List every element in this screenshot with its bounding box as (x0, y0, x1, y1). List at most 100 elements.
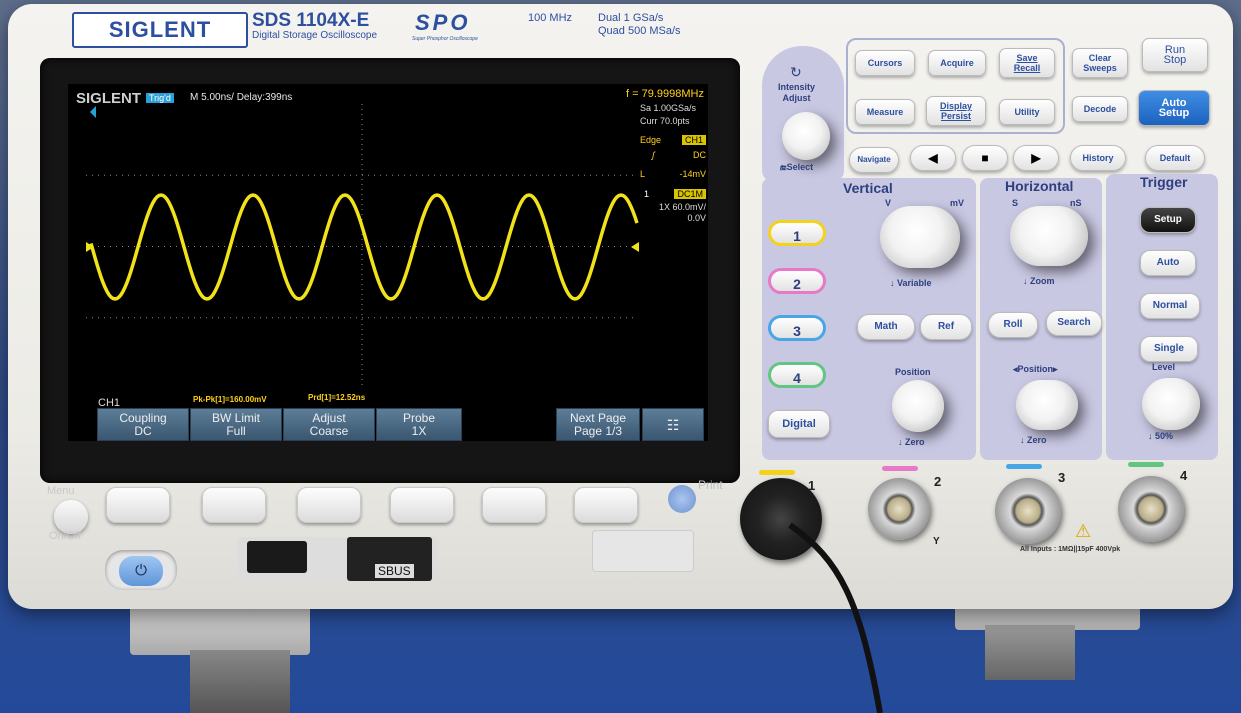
ch4-bnc-connector[interactable] (1118, 476, 1184, 542)
select-label: 🔚︎Select (780, 162, 814, 172)
level-label: L (640, 169, 646, 179)
volts-div-knob[interactable] (880, 206, 960, 268)
history-button[interactable]: History (1070, 145, 1126, 171)
menu-coupling-value: DC (134, 424, 152, 438)
nav-back-button[interactable]: ◀ (910, 145, 956, 171)
nav-stop-button[interactable]: ■ (962, 145, 1008, 171)
menu-bw-limit-title: BW Limit (212, 411, 260, 425)
left-foot-base (190, 650, 290, 713)
cal-terminal (592, 530, 694, 572)
trigger-level-knob[interactable] (1142, 378, 1200, 430)
ref-button[interactable]: Ref (920, 314, 972, 340)
right-arrow-icon: ▶ (1031, 151, 1041, 165)
channel-1-button[interactable]: 1 (768, 220, 826, 246)
menu-on-off-button[interactable] (54, 500, 88, 534)
power-button[interactable]: ⏻ (119, 556, 163, 586)
input-rating-note: All Inputs : 1MΩ||15pF 400Vpk (1020, 546, 1121, 553)
softkey-1[interactable] (106, 487, 170, 523)
math-button[interactable]: Math (857, 314, 915, 340)
menu-adjust-title: Adjust (312, 411, 346, 425)
auto-setup-button[interactable]: Auto Setup (1138, 90, 1210, 126)
trigger-coupling: DC (693, 150, 706, 160)
ch2-bnc-connector[interactable] (868, 478, 930, 540)
waveform-canvas (86, 104, 639, 389)
usb-port[interactable] (247, 541, 307, 573)
trigger-auto-button[interactable]: Auto (1140, 250, 1196, 276)
measurement-period: Prd[1]=12.52ns (308, 393, 366, 402)
ch4-color-bar (1128, 462, 1164, 467)
display-persist-button[interactable]: Display Persist (926, 96, 986, 126)
utility-button[interactable]: Utility (999, 99, 1055, 125)
sample-rate-dual: Dual 1 GSa/s (598, 12, 664, 24)
cursors-button[interactable]: Cursors (855, 50, 915, 76)
vertical-position-knob[interactable] (892, 380, 944, 432)
input-3-label: 3 (1058, 470, 1066, 485)
channel-offset: 0.0V (687, 213, 706, 223)
menu-probe-title: Probe (402, 411, 436, 425)
horizontal-position-knob[interactable] (1016, 380, 1078, 430)
variable-label: ↓ Variable (890, 278, 932, 288)
trigger-status: Trig'd (146, 93, 174, 103)
right-foot-base (985, 625, 1075, 680)
push-icon: ↻ (790, 64, 802, 80)
trigger-setup-button[interactable]: Setup (1140, 207, 1196, 233)
nav-forward-button[interactable]: ▶ (1013, 145, 1059, 171)
digital-button[interactable]: Digital (768, 410, 830, 438)
warning-icon: ⚠ (1075, 521, 1092, 541)
channel-scale-row: 1X 60.0mV/ (640, 202, 706, 212)
softkey-3[interactable] (297, 487, 361, 523)
measurement-pkpk: Pk-Pk[1]=160.00mV (193, 395, 267, 404)
menu-adjust[interactable]: Adjust Coarse (283, 408, 375, 441)
trigger-50pct-label: ↓ 50% (1148, 431, 1174, 441)
trigger-single-button[interactable]: Single (1140, 336, 1198, 362)
menu-bw-limit[interactable]: BW Limit Full (190, 408, 282, 441)
vertical-title: Vertical (843, 180, 893, 196)
navigate-button[interactable]: Navigate (849, 147, 899, 173)
trigger-level-marker-icon (631, 242, 639, 252)
softkey-6[interactable] (574, 487, 638, 523)
acquire-button[interactable]: Acquire (928, 50, 986, 76)
default-button[interactable]: Default (1145, 145, 1205, 171)
time-div-knob[interactable] (1010, 206, 1088, 266)
display-screen: SIGLENT Trig'd M 5.00ns/ Delay:399ns f =… (68, 84, 708, 441)
brand-logo: SIGLENT (72, 12, 248, 48)
menu-coupling[interactable]: Coupling DC (97, 408, 189, 441)
menu-next-page[interactable]: Next Page Page 1/3 (556, 408, 640, 441)
memory-depth-readout: Curr 70.0pts (640, 116, 690, 126)
menu-label: Menu (47, 485, 75, 497)
print-button[interactable] (668, 485, 696, 513)
vertical-position-label: Position (895, 367, 931, 377)
channel-2-button[interactable]: 2 (768, 268, 826, 294)
roll-button[interactable]: Roll (988, 312, 1038, 338)
run-stop-button[interactable]: Run Stop (1142, 38, 1208, 72)
softkey-5[interactable] (482, 487, 546, 523)
save-recall-button[interactable]: Save Recall (999, 48, 1055, 78)
channel-4-button[interactable]: 4 (768, 362, 826, 388)
millivolts-label: mV (950, 198, 965, 208)
sample-rate-quad: Quad 500 MSa/s (598, 25, 681, 37)
channel-3-button[interactable]: 3 (768, 315, 826, 341)
channel-info-row: 1 DC1M (640, 189, 706, 199)
ch3-color-bar (1006, 464, 1042, 469)
softkey-2[interactable] (202, 487, 266, 523)
menu-probe[interactable]: Probe 1X (376, 408, 462, 441)
decode-button[interactable]: Decode (1072, 96, 1128, 122)
measure-button[interactable]: Measure (855, 99, 915, 125)
menu-next-page-title: Next Page (569, 411, 627, 425)
trigger-normal-button[interactable]: Normal (1140, 293, 1200, 319)
on-off-label: On/Off (49, 530, 82, 542)
menu-adjust-value: Coarse (309, 424, 349, 438)
search-button[interactable]: Search (1046, 310, 1102, 336)
intensity-label: Intensity Adjust (778, 82, 816, 103)
trigger-title: Trigger (1140, 174, 1188, 190)
ch3-bnc-connector[interactable] (995, 478, 1061, 544)
menu-channel-label: CH1 (98, 397, 121, 409)
bandwidth-label: 100 MHz (528, 12, 573, 24)
model-subtitle: Digital Storage Oscilloscope (252, 30, 378, 41)
vertical-zero-label: ↓ Zero (898, 437, 925, 447)
clear-sweeps-button[interactable]: Clear Sweeps (1072, 48, 1128, 78)
left-arrow-icon: ◀ (928, 151, 938, 165)
spo-logo: SPO (415, 10, 471, 35)
softkey-4[interactable] (390, 487, 454, 523)
intensity-knob[interactable] (782, 112, 830, 160)
